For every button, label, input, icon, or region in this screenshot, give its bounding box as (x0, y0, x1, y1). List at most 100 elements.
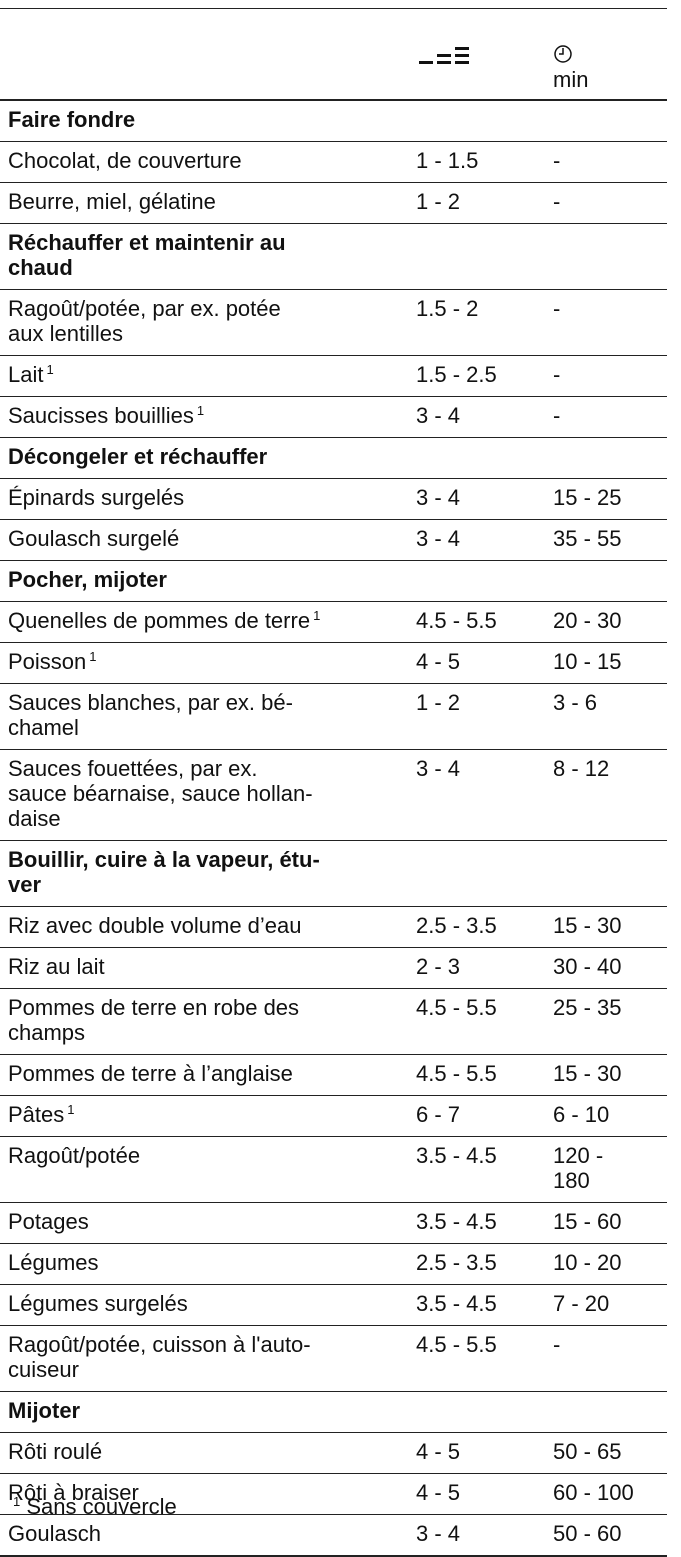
label-cell: Épinards surgelés (0, 478, 408, 520)
row: Épinards surgelés 3 - 4 15 - 25 (0, 478, 667, 520)
label: Légumes (8, 1250, 99, 1275)
level-cell: 1 - 2 (408, 182, 545, 224)
label-cell: Ragoût/potée, par ex. potée aux lentille… (0, 289, 408, 356)
time-cell: 60 - 100 (545, 1473, 667, 1515)
time-cell: 10 - 15 (545, 642, 667, 684)
label: Pommes de terre à l’anglaise (8, 1061, 293, 1086)
time-cell: - (545, 141, 667, 183)
table-body: min Faire fondre Chocolat, de couverture 1… (0, 8, 667, 1557)
label-cell: Riz au lait (0, 947, 408, 989)
section-row: Mijoter (0, 1391, 667, 1433)
label: Sauces fouettées, par ex. sauce béarnais… (8, 756, 313, 831)
time-cell: 15 - 30 (545, 1054, 667, 1096)
time-cell: 15 - 60 (545, 1202, 667, 1244)
row: Sauces fouettées, par ex. sauce béarnais… (0, 749, 667, 841)
label: Chocolat, de couverture (8, 148, 242, 173)
time-cell: 120 - 180 (545, 1136, 667, 1203)
row: Beurre, miel, gélatine 1 - 2- (0, 182, 667, 224)
label-cell: Ragoût/potée, cuisson à l'auto- cuiseur (0, 1325, 408, 1392)
note: 1 (313, 607, 321, 623)
level-cell: 3.5 - 4.5 (408, 1136, 545, 1203)
level-cell: 3 - 4 (408, 478, 545, 520)
level-cell: 4 - 5 (408, 642, 545, 684)
section-row: Faire fondre (0, 100, 667, 142)
label: Ragoût/potée, par ex. potée aux lentille… (8, 296, 281, 346)
note: 1 (46, 361, 54, 377)
section-cell: Bouillir, cuire à la vapeur, étu- ver (0, 840, 667, 907)
label-cell: Pâtes 1 (0, 1095, 408, 1137)
level-cell: 6 - 7 (408, 1095, 545, 1137)
level-cell: 1 - 1.5 (408, 141, 545, 183)
row: Légumes surgelés 3.5 - 4.5 7 - 20 (0, 1284, 667, 1326)
level-cell: 4.5 - 5.5 (408, 1325, 545, 1392)
level-cell: 3.5 - 4.5 (408, 1202, 545, 1244)
label-cell: Légumes surgelés (0, 1284, 408, 1326)
row: Rôti à braiser 4 - 5 60 - 100 (0, 1473, 667, 1515)
section-cell: Décongeler et réchauffer (0, 437, 667, 479)
label: Goulasch (8, 1521, 101, 1546)
label: Lait (8, 362, 44, 387)
time-cell: 30 - 40 (545, 947, 667, 989)
label: Ragoût/potée, cuisson à l'auto- cuiseur (8, 1332, 311, 1382)
level-cell: 2.5 - 3.5 (408, 906, 545, 948)
time-cell: 35 - 55 (545, 519, 667, 561)
level-cell: 4 - 5 (408, 1473, 545, 1515)
label: Épinards surgelés (8, 485, 185, 510)
section-cell: Réchauffer et maintenir au chaud (0, 223, 667, 290)
level-cell: 1.5 - 2 (408, 289, 545, 356)
section-cell: Pocher, mijoter (0, 560, 667, 602)
label: Rôti roulé (8, 1439, 103, 1464)
row: Pommes de terre à l’anglaise 4.5 - 5.5 15 … (0, 1054, 667, 1096)
row: Légumes 2.5 - 3.5 10 - 20 (0, 1243, 667, 1285)
label-cell: Légumes (0, 1243, 408, 1285)
label-cell: Pommes de terre à l’anglaise (0, 1054, 408, 1096)
level-cell: 3 - 4 (408, 519, 545, 561)
label: Riz au lait (8, 954, 105, 979)
label-cell: Quenelles de pommes de terre 1 (0, 601, 408, 643)
header-cell (408, 8, 545, 101)
section-cell: Mijoter (0, 1391, 667, 1433)
time-cell: - (545, 289, 667, 356)
row: Quenelles de pommes de terre 1 4.5 - 5.5 20… (0, 601, 667, 643)
level-cell: 3 - 4 (408, 396, 545, 438)
time-unit: min (553, 67, 589, 92)
time-cell: - (545, 355, 667, 397)
footnote: 1 Sans couvercle (10, 1494, 177, 1519)
header-row: min (0, 8, 667, 101)
row: Ragoût/potée, cuisson à l'auto- cuiseur 4… (0, 1325, 667, 1392)
level-cell: 4.5 - 5.5 (408, 988, 545, 1055)
label: Saucisses bouillies (8, 403, 194, 428)
label: Sauces blanches, par ex. bé- chamel (8, 690, 293, 740)
label: Riz avec double volume d’eau (8, 913, 302, 938)
label: Pâtes (8, 1102, 65, 1127)
label: Beurre, miel, gélatine (8, 189, 216, 214)
label-cell: Sauces blanches, par ex. bé- chamel (0, 683, 408, 750)
time-cell: 15 - 25 (545, 478, 667, 520)
row: Poisson 1 4 - 5 10 - 15 (0, 642, 667, 684)
label-cell: Lait 1 (0, 355, 408, 397)
page: min Faire fondre Chocolat, de couverture 1… (0, 8, 667, 1557)
time-cell: 10 - 20 (545, 1243, 667, 1285)
time-cell: - (545, 1325, 667, 1392)
level-cell: 2 - 3 (408, 947, 545, 989)
time-cell: 50 - 65 (545, 1432, 667, 1474)
note: 1 (89, 648, 97, 664)
time-cell: 25 - 35 (545, 988, 667, 1055)
label-cell: Saucisses bouillies 1 (0, 396, 408, 438)
section-row: Réchauffer et maintenir au chaud (0, 223, 667, 290)
section-cell: Faire fondre (0, 100, 667, 142)
label-cell: Ragoût/potée (0, 1136, 408, 1203)
label: Ragoût/potée (8, 1143, 141, 1168)
header-cell (0, 8, 408, 101)
level-cell: 2.5 - 3.5 (408, 1243, 545, 1285)
label-cell: Pommes de terre en robe des champs (0, 988, 408, 1055)
time-cell: 3 - 6 (545, 683, 667, 750)
level-cell: 1.5 - 2.5 (408, 355, 545, 397)
level-cell: 4.5 - 5.5 (408, 601, 545, 643)
time-cell: 8 - 12 (545, 749, 667, 841)
row: Chocolat, de couverture 1 - 1.5- (0, 141, 667, 183)
row: Rôti roulé 4 - 5 50 - 65 (0, 1432, 667, 1474)
footnote-mark: 1 (13, 1493, 21, 1509)
label-cell: Rôti roulé (0, 1432, 408, 1474)
level-cell: 1 - 2 (408, 683, 545, 750)
